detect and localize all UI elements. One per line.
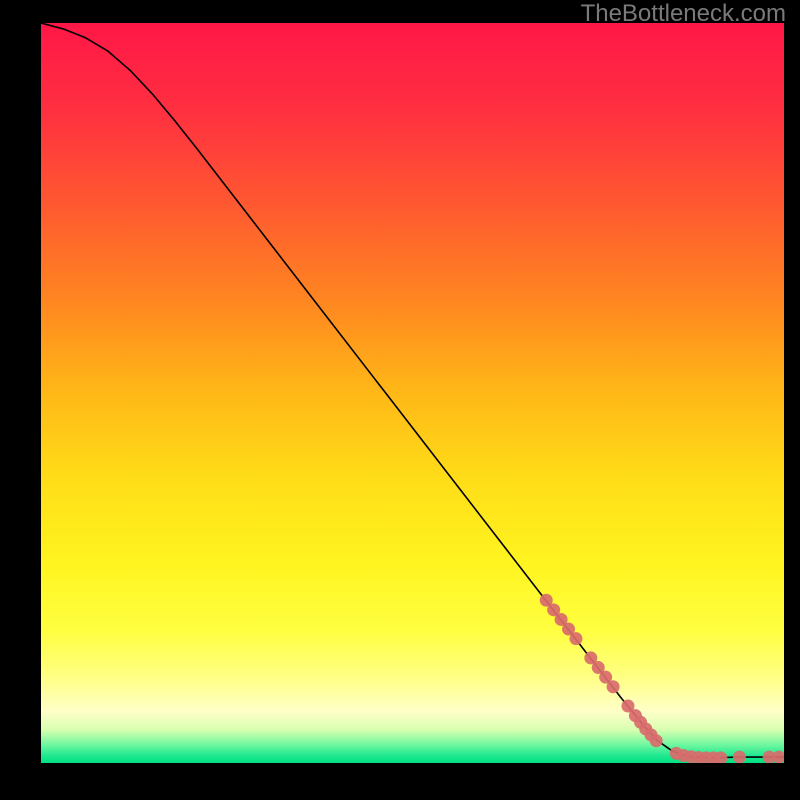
plot-area xyxy=(41,23,784,763)
chart-svg xyxy=(41,23,784,763)
data-marker xyxy=(733,751,746,763)
data-marker xyxy=(607,680,620,693)
gradient-background xyxy=(41,23,784,763)
data-marker xyxy=(650,734,663,747)
watermark-text: TheBottleneck.com xyxy=(581,0,786,28)
chart-frame: TheBottleneck.com xyxy=(0,0,800,800)
data-marker xyxy=(569,632,582,645)
